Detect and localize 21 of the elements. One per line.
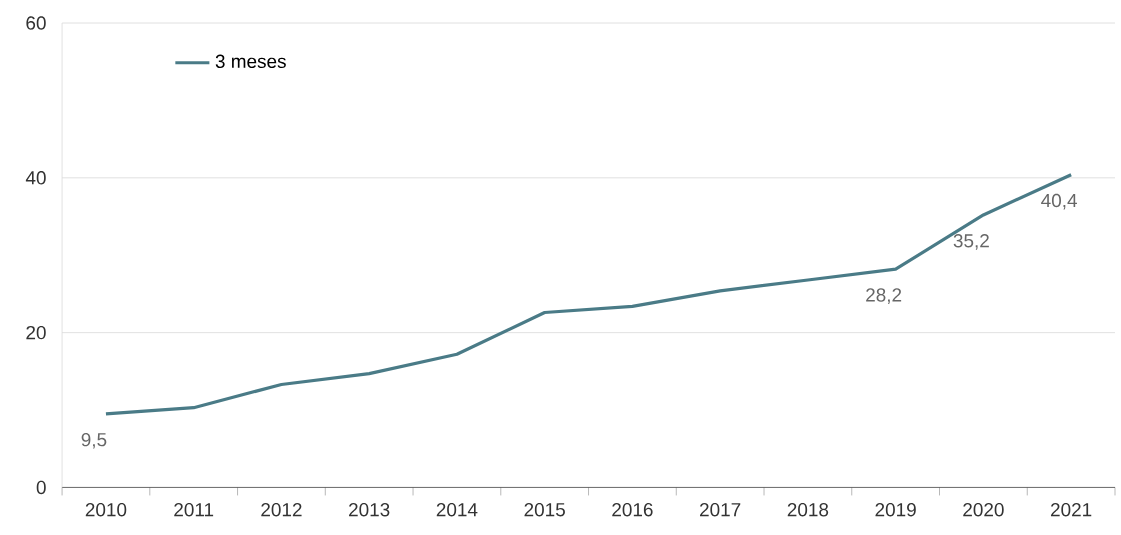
legend-label: 3 meses — [215, 54, 286, 68]
x-tick-label: 2017 — [700, 502, 741, 517]
x-tick-label: 2015 — [524, 502, 565, 517]
data-label: 40,4 — [1041, 193, 1077, 210]
x-tick-label: 2019 — [875, 502, 916, 517]
x-tick-label: 2018 — [787, 502, 829, 517]
x-tick-label: 2010 — [85, 502, 127, 517]
x-tick-label: 2013 — [349, 502, 390, 517]
y-tick-label: 60 — [26, 16, 46, 30]
x-tick-label: 2020 — [963, 502, 1004, 517]
x-tick-label: 2011 — [174, 502, 214, 517]
x-tick-label: 2021 — [1050, 502, 1092, 517]
x-tick-label: 2012 — [261, 502, 302, 517]
data-label: 28,2 — [866, 287, 902, 304]
x-tick-label: 2016 — [612, 502, 653, 517]
y-tick-label: 20 — [26, 325, 46, 340]
y-tick-label: 0 — [36, 480, 46, 494]
x-tick-label: 2014 — [436, 502, 478, 517]
y-tick-label: 40 — [25, 170, 46, 185]
data-label: 35,2 — [953, 233, 989, 250]
data-label: 9,5 — [81, 432, 107, 449]
